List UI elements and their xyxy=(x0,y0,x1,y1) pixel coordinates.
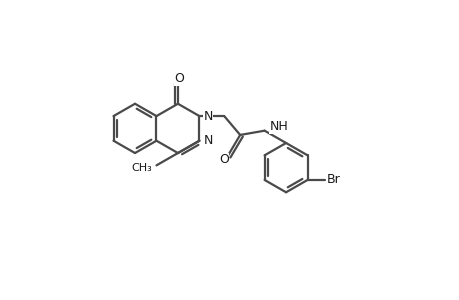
Text: CH₃: CH₃ xyxy=(132,163,152,173)
Text: O: O xyxy=(218,153,228,166)
Text: O: O xyxy=(174,73,184,85)
Text: N: N xyxy=(203,134,212,147)
Text: NH: NH xyxy=(269,120,288,133)
Text: N: N xyxy=(203,110,212,123)
Text: Br: Br xyxy=(326,173,340,187)
